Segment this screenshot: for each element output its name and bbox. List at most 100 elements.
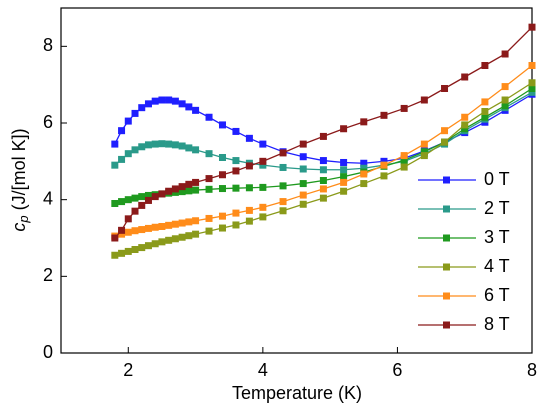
data-point	[501, 102, 509, 110]
data-point	[192, 146, 200, 154]
x-tick-label: 6	[392, 360, 402, 380]
data-point	[259, 213, 267, 221]
legend-marker	[443, 176, 450, 184]
data-point	[218, 171, 226, 179]
data-point	[118, 198, 126, 206]
x-axis-label: Temperature (K)	[232, 383, 362, 403]
x-tick-label: 8	[527, 360, 537, 380]
y-tick-label: 0	[43, 342, 53, 362]
data-point	[151, 97, 159, 105]
y-label-sub: p	[16, 215, 31, 223]
data-point	[144, 242, 152, 250]
y-tick-label: 8	[43, 35, 53, 55]
data-point	[218, 154, 226, 161]
legend-marker	[443, 263, 450, 271]
data-point	[232, 167, 240, 175]
legend-label: 8 T	[484, 314, 510, 334]
data-point	[501, 83, 509, 91]
data-point	[151, 140, 159, 148]
data-point	[171, 97, 179, 105]
data-point	[340, 173, 348, 181]
data-point	[124, 247, 132, 255]
data-point	[245, 134, 253, 142]
data-point	[528, 79, 536, 87]
x-tick-label: 2	[123, 360, 133, 380]
legend-marker	[443, 234, 450, 242]
data-point	[528, 85, 536, 92]
data-point	[165, 96, 173, 104]
data-point	[185, 144, 193, 152]
data-point	[279, 198, 287, 206]
data-point	[279, 163, 287, 171]
series-line	[114, 26, 533, 239]
data-point	[131, 207, 139, 215]
data-point	[380, 172, 388, 180]
data-point	[171, 185, 179, 193]
data-point	[192, 230, 200, 238]
data-point	[111, 200, 119, 207]
y-tick-label: 4	[43, 188, 53, 208]
data-point	[299, 180, 307, 188]
legend-marker	[443, 292, 450, 300]
data-point	[218, 185, 226, 193]
data-point	[118, 155, 126, 163]
data-point	[299, 165, 307, 173]
data-point	[158, 223, 166, 230]
data-point	[340, 125, 348, 133]
data-point	[400, 163, 408, 171]
data-point	[400, 104, 408, 112]
data-point	[178, 219, 186, 227]
data-point	[420, 152, 428, 160]
data-point	[205, 113, 213, 121]
data-point	[259, 157, 267, 165]
data-point	[232, 157, 240, 165]
data-point	[118, 127, 126, 135]
data-point	[131, 246, 139, 253]
data-point	[124, 150, 132, 158]
data-point	[319, 177, 327, 184]
data-point	[340, 166, 348, 174]
data-point	[131, 109, 139, 117]
data-point	[441, 85, 449, 92]
y-tick-label: 6	[43, 112, 53, 132]
data-point	[151, 193, 159, 201]
legend-label: 4 T	[484, 256, 510, 276]
data-point	[118, 230, 126, 238]
data-point	[178, 183, 186, 191]
data-point	[259, 203, 267, 211]
data-point	[279, 207, 287, 215]
data-point	[205, 150, 213, 158]
data-point	[151, 223, 159, 231]
data-point	[380, 111, 388, 119]
legend-marker	[443, 205, 450, 213]
data-point	[528, 23, 536, 31]
data-point	[420, 148, 428, 156]
data-point	[131, 227, 139, 235]
data-point	[205, 214, 213, 222]
data-point	[245, 184, 253, 192]
data-point	[185, 187, 193, 195]
y-label-main: c	[9, 223, 29, 232]
data-point	[319, 185, 327, 193]
data-point	[205, 185, 213, 193]
data-point	[319, 166, 327, 174]
data-point	[165, 221, 173, 229]
data-point	[420, 140, 428, 148]
data-point	[501, 96, 509, 104]
data-point	[171, 141, 179, 149]
data-point	[205, 227, 213, 235]
data-point	[131, 194, 139, 202]
data-point	[380, 157, 388, 165]
data-point	[185, 218, 193, 226]
data-point	[481, 98, 489, 106]
data-point	[481, 113, 489, 121]
data-point	[124, 117, 132, 125]
data-point	[158, 238, 166, 246]
data-point	[144, 224, 152, 232]
data-point	[118, 226, 126, 234]
data-point	[441, 127, 449, 135]
data-point	[185, 232, 193, 240]
data-point	[144, 100, 152, 108]
data-point	[178, 100, 186, 108]
